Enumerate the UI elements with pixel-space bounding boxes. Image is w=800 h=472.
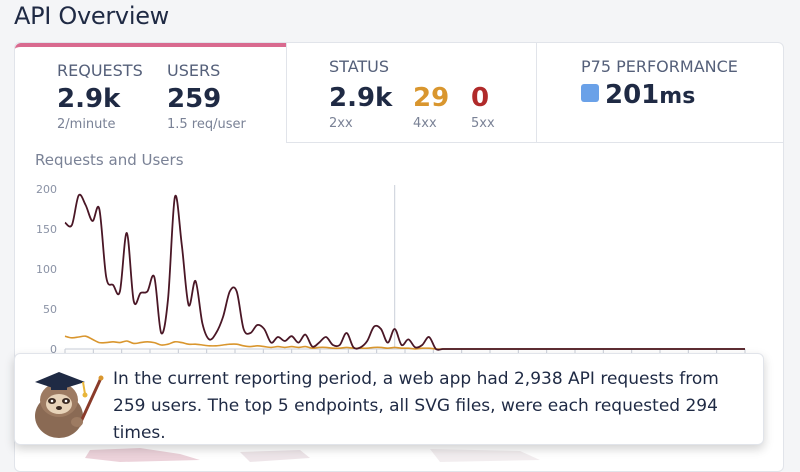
status-2xx-value: 2.9k [329,83,393,113]
status-5xx-label: 5xx [471,116,495,131]
performance-label: P75 PERFORMANCE [581,57,738,76]
sloth-mascot-icon [35,372,104,438]
status-4xx-label: 4xx [413,116,437,131]
users-label: USERS [167,61,221,80]
status-5xx: 0 5xx [471,79,495,131]
performance-color-swatch [581,84,599,102]
metric-users: USERS 259 1.5 req/user [167,61,246,132]
metric-performance: P75 PERFORMANCE 201ms [581,57,738,112]
metric-requests: REQUESTS 2.9k 2/minute [57,61,143,132]
requests-sub: 2/minute [57,117,116,132]
users-sub: 1.5 req/user [167,117,246,132]
requests-users-chart: 0 50 100 150 200 [36,183,746,356]
tab-requests-users[interactable]: REQUESTS 2.9k 2/minute USERS 259 1.5 req… [15,43,286,143]
summary-callout: In the current reporting period, a web a… [14,353,764,445]
metric-tabs: REQUESTS 2.9k 2/minute USERS 259 1.5 req… [15,43,785,143]
y-tick-label: 200 [36,183,57,196]
tab-performance[interactable]: P75 PERFORMANCE 201ms [536,43,784,143]
status-2xx-label: 2xx [329,116,353,131]
requests-label: REQUESTS [57,61,143,80]
page-title: API Overview [14,2,169,30]
status-2xx: 2.9k 2xx [329,79,392,131]
status-5xx-value: 0 [471,83,490,113]
status-label: STATUS [329,57,390,76]
users-value: 259 [167,84,222,114]
series-line-requests [64,193,745,351]
y-tick-label: 50 [43,303,57,316]
status-4xx-value: 29 [413,83,450,113]
y-tick-label: 150 [36,223,57,236]
map-background [0,446,800,462]
performance-value-row: 201ms [581,80,738,112]
callout-text: In the current reporting period, a web a… [113,369,719,443]
status-4xx: 29 4xx [413,79,449,131]
performance-unit: ms [659,84,696,109]
metric-status: STATUS [329,57,389,76]
y-tick-label: 100 [36,263,57,276]
chart-title: Requests and Users [35,151,184,169]
performance-value: 201 [605,80,660,110]
y-tick-label: 0 [50,343,57,356]
tab-status[interactable]: STATUS 2.9k 2xx 29 4xx 0 5xx [286,43,536,143]
requests-value: 2.9k [57,84,121,114]
